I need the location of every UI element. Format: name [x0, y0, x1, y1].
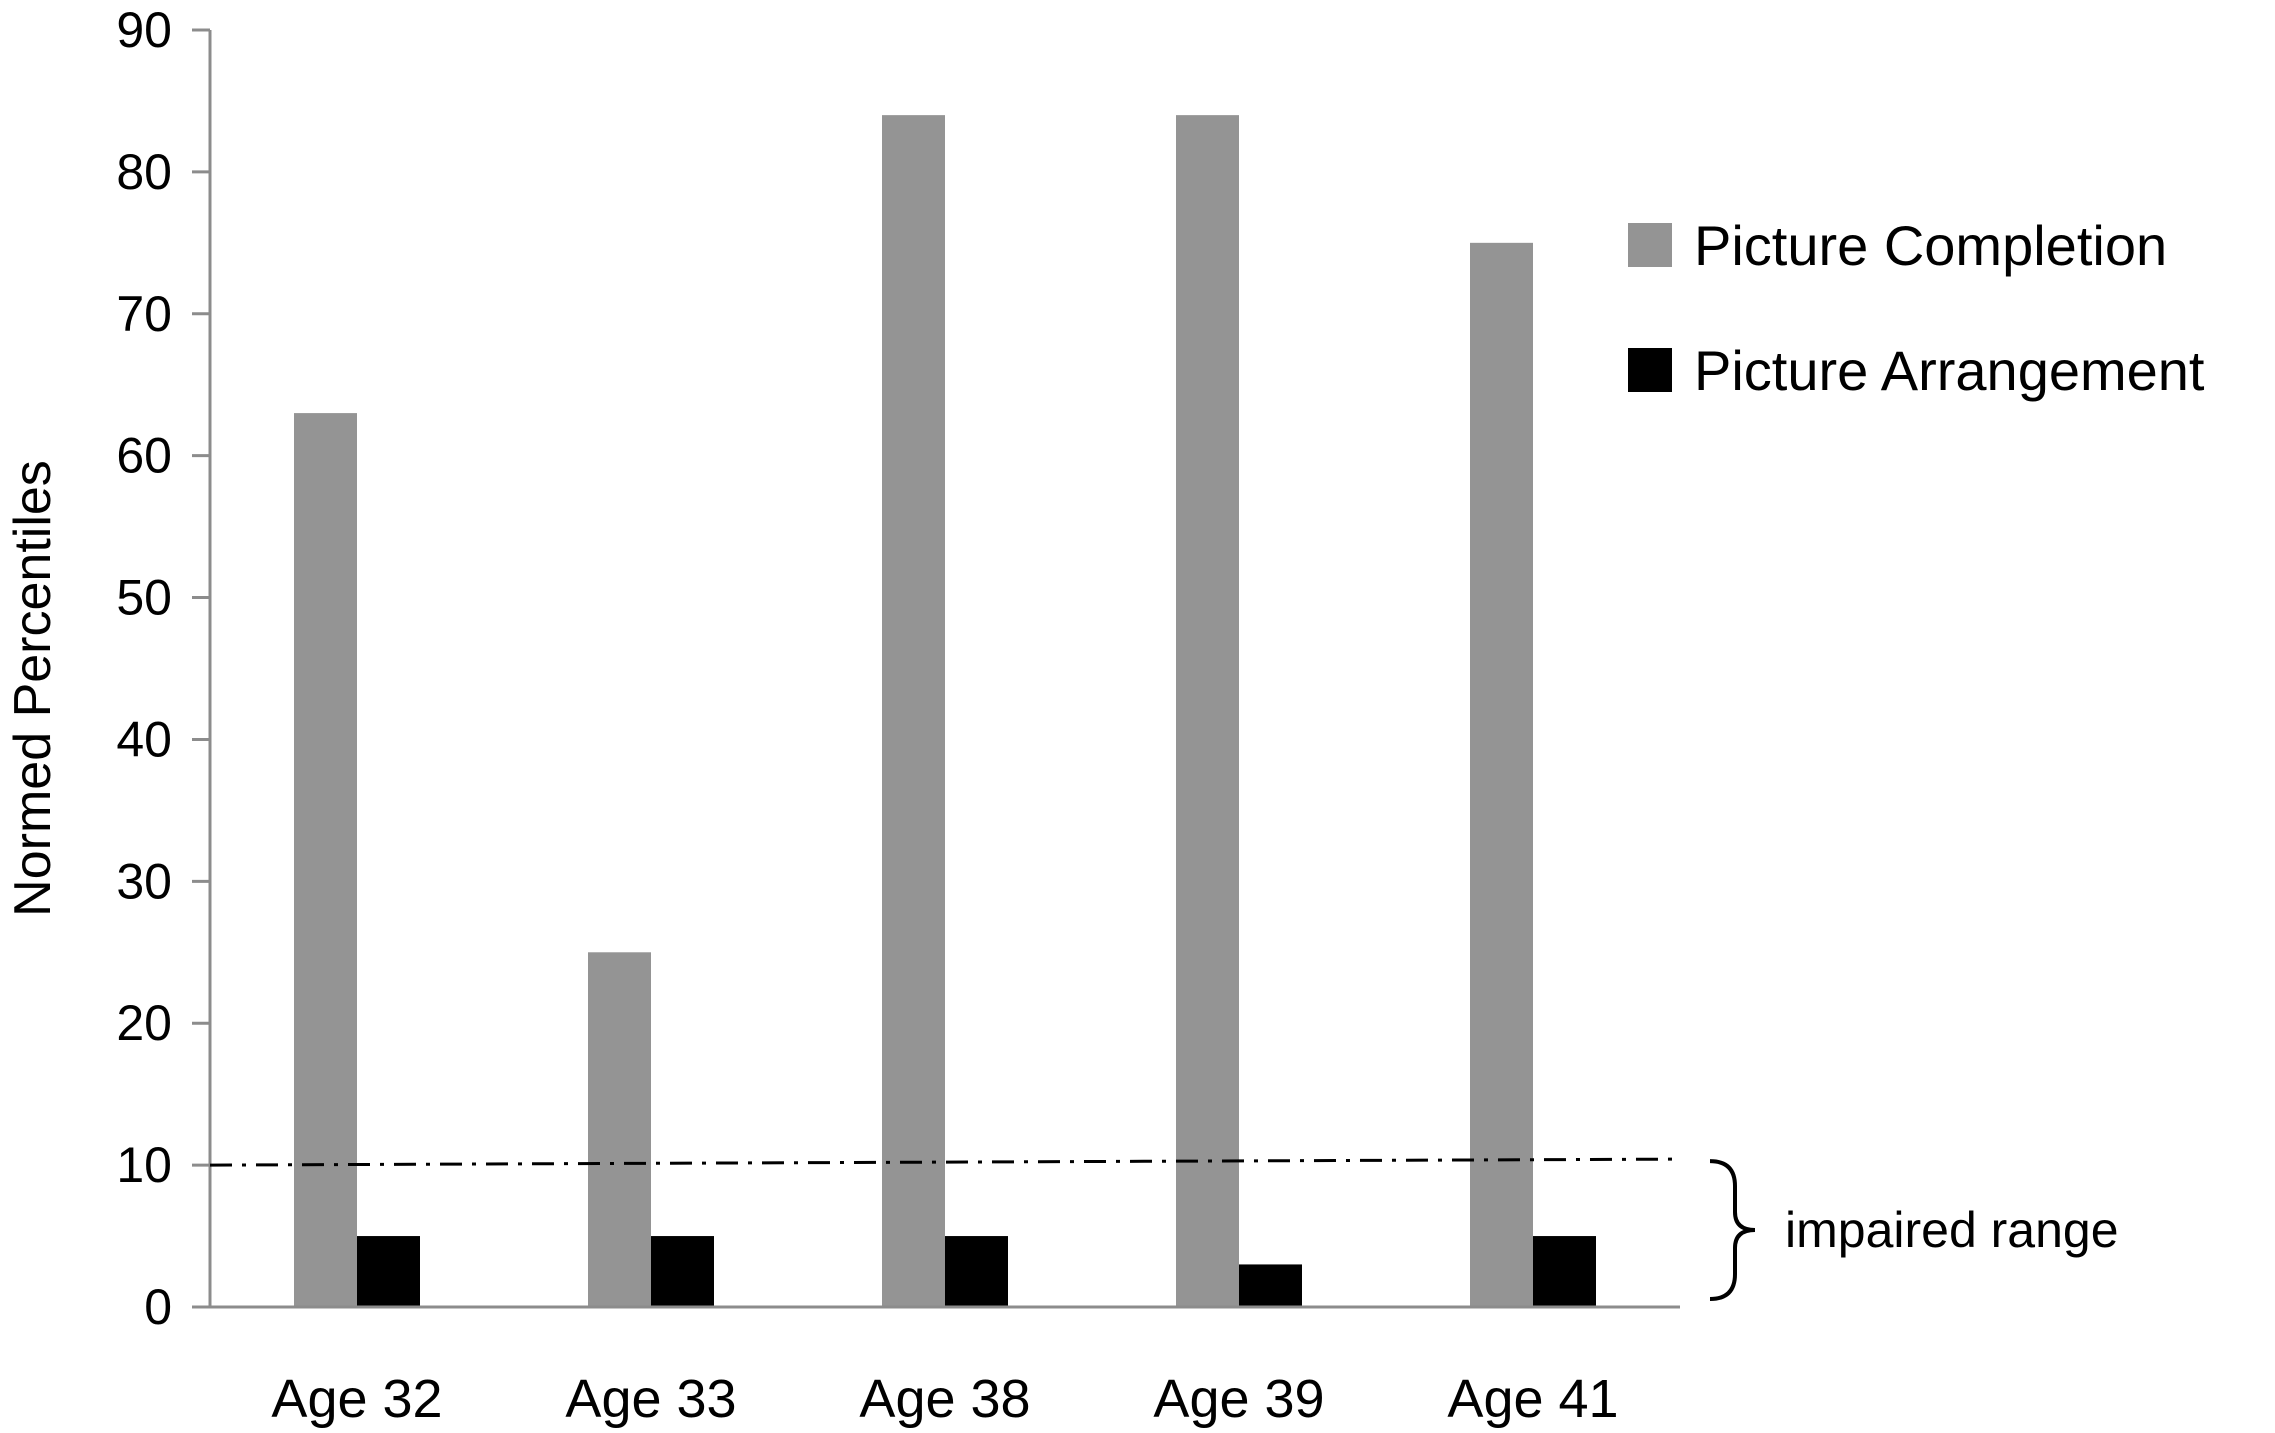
x-tick-label-3: Age 39 — [1153, 1369, 1324, 1429]
bar-picture-completion-4 — [1470, 242, 1533, 1307]
x-tick-label-1: Age 33 — [565, 1369, 736, 1429]
y-axis-title: Normed Percentiles — [4, 460, 62, 917]
reference-line — [209, 1157, 1681, 1167]
impaired-range-brace — [1709, 1159, 1756, 1301]
impaired-range-label: impaired range — [1785, 1202, 2119, 1258]
bar-picture-arrangement-2 — [945, 1236, 1008, 1307]
labels-layer: Age 32 Age 33 Age 38 Age 39 Age 41 0 10 20 30 40 5… — [4, 2, 1619, 1429]
bars-layer — [294, 115, 1596, 1308]
bar-picture-arrangement-3 — [1239, 1264, 1302, 1307]
y-tick-label-1: 10 — [116, 1137, 172, 1193]
x-tick-label-4: Age 41 — [1447, 1369, 1618, 1429]
bar-picture-completion-3 — [1176, 115, 1239, 1308]
reference-layer: impaired range — [209, 1157, 2119, 1301]
y-tick-label-9: 90 — [116, 2, 172, 58]
bar-picture-completion-0 — [294, 413, 357, 1308]
legend-label-0: Picture Completion — [1694, 214, 2167, 277]
y-tick-label-0: 0 — [144, 1279, 172, 1335]
y-tick-label-5: 50 — [116, 570, 172, 626]
bar-picture-completion-1 — [588, 952, 651, 1307]
y-tick-label-4: 40 — [116, 711, 172, 767]
legend-swatch-0 — [1628, 223, 1672, 267]
y-tick-label-2: 20 — [116, 995, 172, 1051]
y-tick-label-6: 60 — [116, 428, 172, 484]
bar-picture-arrangement-4 — [1533, 1236, 1596, 1307]
bar-picture-arrangement-1 — [651, 1236, 714, 1307]
y-tick-label-8: 80 — [116, 144, 172, 200]
x-tick-label-2: Age 38 — [859, 1369, 1030, 1429]
y-tick-label-7: 70 — [116, 286, 172, 342]
axis-layer — [192, 28, 1680, 1309]
bar-picture-completion-2 — [882, 115, 945, 1308]
legend-swatch-1 — [1628, 348, 1672, 392]
legend: Picture Completion Picture Arrangement — [1628, 214, 2205, 402]
y-tick-label-3: 30 — [116, 853, 172, 909]
legend-label-1: Picture Arrangement — [1694, 339, 2205, 402]
bar-picture-arrangement-0 — [357, 1236, 420, 1307]
x-tick-label-0: Age 32 — [271, 1369, 442, 1429]
